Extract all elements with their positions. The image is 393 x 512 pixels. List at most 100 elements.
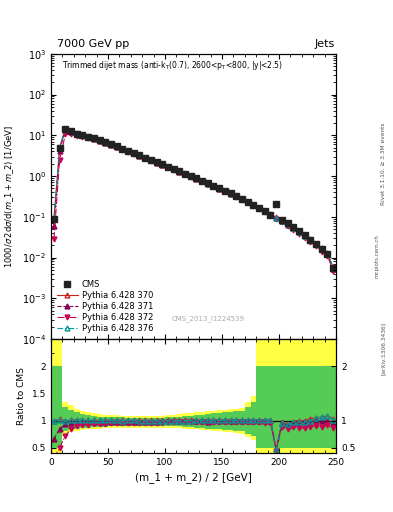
Pythia 6.428 370 — [314, 241, 318, 247]
Pythia 6.428 376 — [97, 137, 102, 143]
Pythia 6.428 376 — [320, 245, 324, 251]
Pythia 6.428 372 — [143, 155, 147, 161]
Pythia 6.428 372 — [51, 236, 56, 242]
Text: [arXiv:1306.3436]: [arXiv:1306.3436] — [381, 322, 386, 375]
Pythia 6.428 372 — [263, 209, 267, 215]
Pythia 6.428 376 — [149, 157, 153, 163]
Pythia 6.428 376 — [297, 229, 301, 235]
CMS — [320, 246, 324, 252]
Pythia 6.428 372 — [302, 235, 307, 241]
Pythia 6.428 370 — [206, 180, 210, 186]
Pythia 6.428 376 — [331, 265, 336, 271]
Pythia 6.428 370 — [194, 175, 199, 181]
Pythia 6.428 371 — [251, 202, 256, 208]
Pythia 6.428 371 — [257, 205, 261, 211]
Pythia 6.428 376 — [131, 150, 136, 156]
Pythia 6.428 376 — [228, 190, 233, 197]
Pythia 6.428 376 — [177, 168, 182, 174]
Pythia 6.428 371 — [291, 225, 296, 231]
Pythia 6.428 371 — [63, 127, 68, 133]
Pythia 6.428 372 — [177, 169, 182, 175]
CMS — [160, 161, 165, 167]
CMS — [183, 170, 187, 177]
Line: Pythia 6.428 370: Pythia 6.428 370 — [51, 126, 336, 270]
Pythia 6.428 372 — [222, 188, 227, 195]
Pythia 6.428 370 — [149, 157, 153, 163]
Pythia 6.428 372 — [120, 146, 125, 153]
CMS — [69, 128, 73, 134]
Pythia 6.428 372 — [257, 206, 261, 212]
Pythia 6.428 376 — [222, 188, 227, 194]
Pythia 6.428 372 — [268, 212, 273, 219]
Pythia 6.428 372 — [154, 160, 159, 166]
CMS — [234, 193, 239, 199]
CMS — [206, 180, 210, 186]
Pythia 6.428 370 — [131, 150, 136, 156]
Pythia 6.428 371 — [308, 237, 313, 243]
Pythia 6.428 376 — [285, 221, 290, 227]
Pythia 6.428 371 — [211, 183, 216, 189]
Pythia 6.428 376 — [103, 139, 108, 145]
Pythia 6.428 370 — [165, 163, 170, 169]
CMS — [114, 143, 119, 150]
Pythia 6.428 370 — [143, 155, 147, 161]
Pythia 6.428 371 — [80, 133, 85, 139]
Pythia 6.428 376 — [274, 215, 279, 221]
Pythia 6.428 372 — [108, 142, 113, 148]
CMS — [228, 190, 233, 197]
CMS — [325, 251, 330, 258]
Pythia 6.428 370 — [63, 126, 68, 132]
Pythia 6.428 371 — [263, 208, 267, 215]
Pythia 6.428 370 — [320, 245, 324, 251]
Pythia 6.428 371 — [126, 148, 130, 154]
Pythia 6.428 376 — [154, 159, 159, 165]
Pythia 6.428 376 — [217, 185, 222, 191]
Pythia 6.428 376 — [325, 250, 330, 256]
Pythia 6.428 371 — [274, 215, 279, 221]
Pythia 6.428 376 — [257, 205, 261, 211]
Line: Pythia 6.428 371: Pythia 6.428 371 — [51, 127, 336, 271]
Pythia 6.428 370 — [217, 185, 222, 191]
Pythia 6.428 371 — [302, 233, 307, 239]
Pythia 6.428 370 — [285, 221, 290, 227]
Pythia 6.428 371 — [57, 147, 62, 154]
Pythia 6.428 372 — [137, 153, 142, 159]
Pythia 6.428 376 — [74, 131, 79, 137]
Pythia 6.428 370 — [171, 166, 176, 172]
CMS — [80, 132, 85, 138]
Pythia 6.428 376 — [200, 178, 204, 184]
Pythia 6.428 370 — [183, 170, 187, 177]
Pythia 6.428 371 — [285, 222, 290, 228]
CMS — [103, 139, 108, 145]
Pythia 6.428 372 — [217, 186, 222, 192]
Pythia 6.428 376 — [80, 132, 85, 138]
Pythia 6.428 370 — [245, 199, 250, 205]
Y-axis label: Ratio to CMS: Ratio to CMS — [17, 367, 26, 425]
Pythia 6.428 376 — [160, 161, 165, 167]
Pythia 6.428 376 — [245, 199, 250, 205]
Pythia 6.428 372 — [234, 194, 239, 200]
Pythia 6.428 370 — [240, 196, 244, 202]
Pythia 6.428 371 — [234, 194, 239, 200]
Pythia 6.428 376 — [165, 163, 170, 169]
Pythia 6.428 370 — [51, 216, 56, 222]
Pythia 6.428 376 — [291, 225, 296, 231]
Pythia 6.428 371 — [149, 157, 153, 163]
Pythia 6.428 371 — [200, 178, 204, 184]
CMS — [149, 157, 153, 163]
Pythia 6.428 370 — [92, 135, 96, 141]
Pythia 6.428 370 — [263, 208, 267, 214]
CMS — [285, 220, 290, 226]
Text: Rivet 3.1.10, ≥ 3.3M events: Rivet 3.1.10, ≥ 3.3M events — [381, 122, 386, 205]
Pythia 6.428 370 — [80, 132, 85, 138]
Pythia 6.428 372 — [320, 248, 324, 254]
Pythia 6.428 370 — [188, 173, 193, 179]
Pythia 6.428 376 — [234, 193, 239, 199]
Pythia 6.428 371 — [320, 246, 324, 252]
Pythia 6.428 370 — [308, 236, 313, 242]
Pythia 6.428 370 — [302, 232, 307, 239]
Pythia 6.428 371 — [143, 155, 147, 161]
Pythia 6.428 372 — [314, 243, 318, 249]
Pythia 6.428 370 — [103, 139, 108, 145]
Pythia 6.428 372 — [200, 178, 204, 184]
